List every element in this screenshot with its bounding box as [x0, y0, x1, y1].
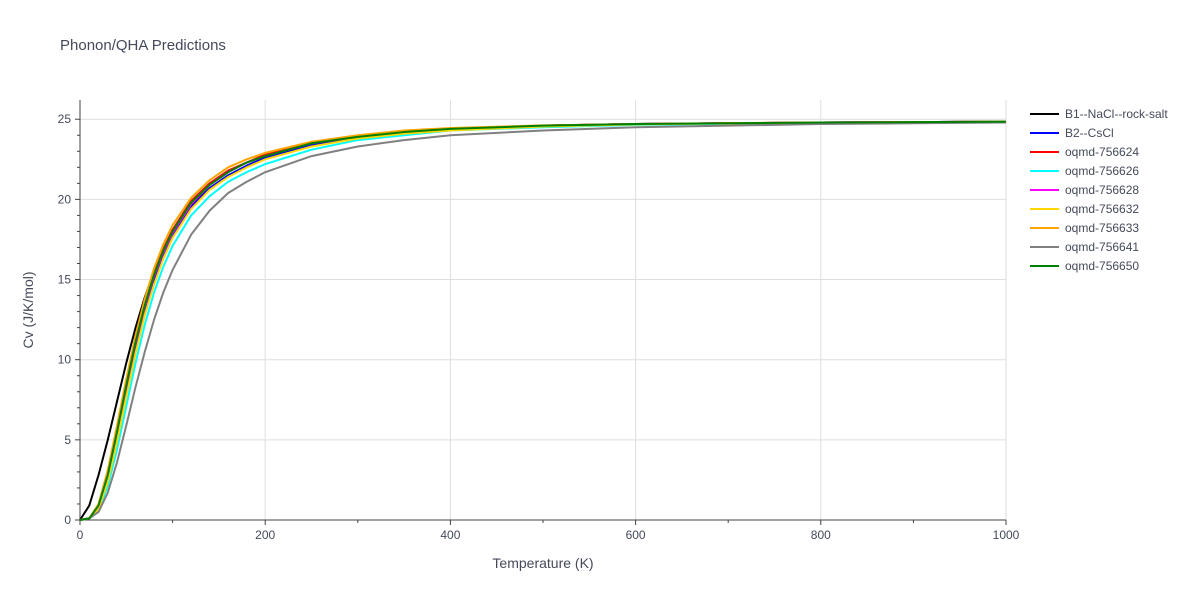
- legend-label: oqmd-756624: [1065, 145, 1139, 159]
- legend-label: oqmd-756626: [1065, 164, 1139, 178]
- chart-title: Phonon/QHA Predictions: [60, 37, 226, 54]
- legend-item[interactable]: oqmd-756633: [1030, 221, 1139, 235]
- legend-item[interactable]: oqmd-756624: [1030, 145, 1139, 159]
- y-tick-label: 25: [58, 112, 72, 126]
- series-line-B2--CsCl[interactable]: [79, 120, 1007, 521]
- y-tick-label: 5: [64, 433, 71, 447]
- x-axis-label: Temperature (K): [492, 555, 593, 571]
- x-tick-label: 400: [440, 528, 460, 542]
- legend-label: oqmd-756650: [1065, 259, 1139, 273]
- series-line-oqmd-756650[interactable]: [79, 120, 1007, 521]
- legend-label: oqmd-756632: [1065, 202, 1139, 216]
- x-tick-label: 600: [626, 528, 646, 542]
- x-tick-label: 1000: [993, 528, 1020, 542]
- plot-area[interactable]: 0 200 400 600 800 1000 0 5 10 15 20 25: [58, 100, 1020, 542]
- legend-item[interactable]: B2--CsCl: [1030, 126, 1114, 140]
- legend-label: oqmd-756628: [1065, 183, 1139, 197]
- legend-item[interactable]: oqmd-756650: [1030, 259, 1139, 273]
- x-tick-label: 800: [811, 528, 831, 542]
- x-tick-label: 200: [255, 528, 275, 542]
- legend-label: oqmd-756633: [1065, 221, 1139, 235]
- x-tick-label: 0: [77, 528, 84, 542]
- legend-label: B1--NaCl--rock-salt: [1065, 107, 1168, 121]
- y-tick-label: 20: [58, 192, 72, 206]
- y-tick-label: 0: [64, 513, 71, 527]
- legend-item[interactable]: oqmd-756641: [1030, 240, 1139, 254]
- legend-label: B2--CsCl: [1065, 126, 1114, 140]
- legend: B1--NaCl--rock-salt B2--CsCl oqmd-756624 oq…: [1030, 107, 1168, 273]
- legend-item[interactable]: B1--NaCl--rock-salt: [1030, 107, 1168, 121]
- legend-item[interactable]: oqmd-756632: [1030, 202, 1139, 216]
- y-tick-label: 10: [58, 353, 72, 367]
- legend-label: oqmd-756641: [1065, 240, 1139, 254]
- y-axis-label: Cv (J/K/mol): [20, 272, 36, 349]
- y-tick-label: 15: [58, 273, 72, 287]
- legend-item[interactable]: oqmd-756626: [1030, 164, 1139, 178]
- series-line-oqmd-756641[interactable]: [79, 121, 1007, 521]
- legend-item[interactable]: oqmd-756628: [1030, 183, 1139, 197]
